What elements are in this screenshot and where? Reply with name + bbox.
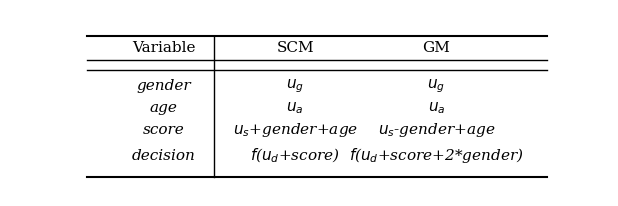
Text: $u_g$: $u_g$: [428, 77, 446, 95]
Text: $u_s$+gender+age: $u_s$+gender+age: [232, 121, 358, 139]
Text: decision: decision: [132, 149, 195, 163]
Text: $u_a$: $u_a$: [286, 100, 304, 116]
Text: $u_a$: $u_a$: [428, 100, 445, 116]
Text: $f$($u_d$+score+2*gender): $f$($u_d$+score+2*gender): [349, 146, 524, 165]
Text: gender: gender: [136, 79, 191, 93]
Text: score: score: [143, 123, 184, 137]
Text: SCM: SCM: [276, 41, 314, 55]
Text: age: age: [150, 101, 177, 115]
Text: $u_g$: $u_g$: [286, 77, 304, 95]
Text: $u_s$-gender+age: $u_s$-gender+age: [378, 121, 495, 139]
Text: GM: GM: [423, 41, 451, 55]
Text: $f$($u_d$+score): $f$($u_d$+score): [250, 146, 341, 165]
Text: Variable: Variable: [132, 41, 195, 55]
